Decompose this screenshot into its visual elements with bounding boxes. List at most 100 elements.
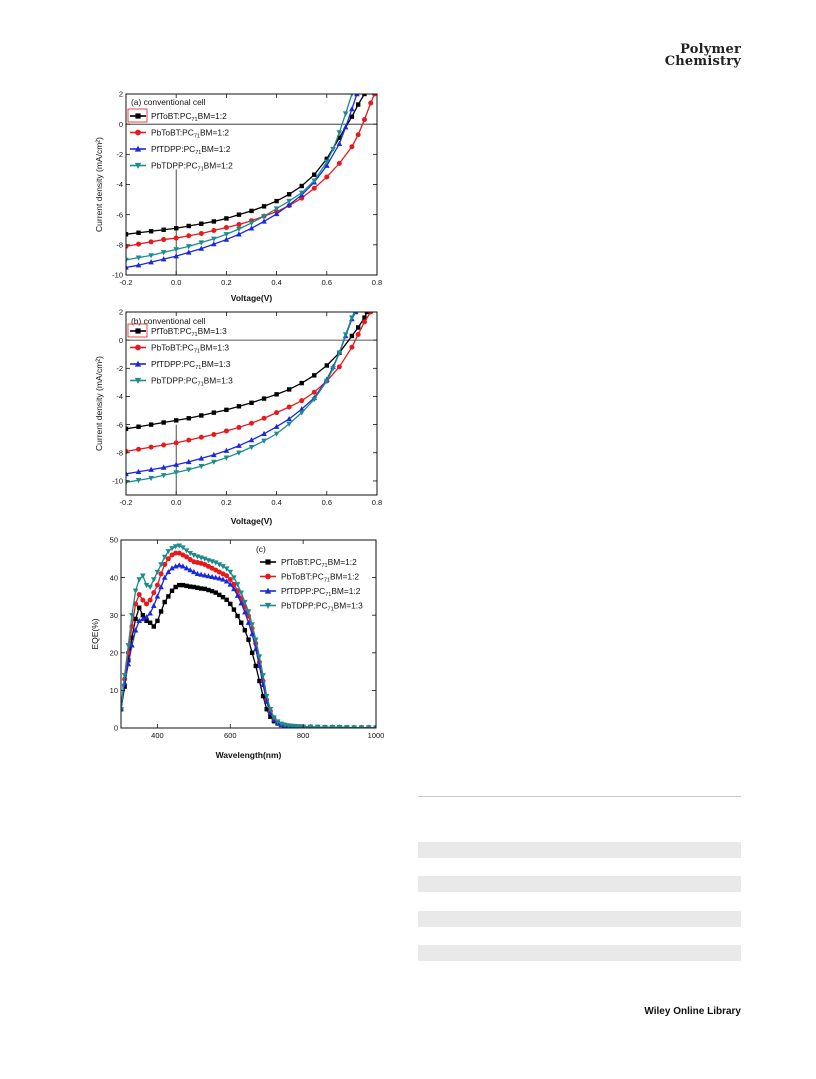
data-point bbox=[330, 146, 336, 153]
data-point bbox=[261, 415, 267, 421]
data-point bbox=[191, 584, 197, 590]
data-point bbox=[223, 578, 230, 584]
data-point bbox=[129, 642, 135, 648]
legend-label: PfTDPP:PC71BM=1:3 bbox=[151, 359, 231, 371]
table-stripe-row bbox=[418, 842, 741, 858]
data-point bbox=[355, 102, 361, 107]
y-tick-label: 50 bbox=[110, 536, 118, 545]
data-point bbox=[286, 387, 292, 392]
data-point bbox=[125, 661, 132, 667]
data-point bbox=[336, 725, 343, 728]
data-point bbox=[126, 426, 129, 432]
data-point bbox=[161, 554, 168, 560]
data-point bbox=[322, 725, 328, 728]
data-point bbox=[165, 549, 172, 555]
data-point bbox=[198, 571, 204, 577]
data-point bbox=[234, 582, 241, 588]
data-point bbox=[238, 590, 245, 596]
y-tick-label: 20 bbox=[110, 649, 118, 658]
data-point bbox=[350, 94, 354, 97]
data-point bbox=[368, 312, 374, 315]
data-point bbox=[132, 627, 139, 633]
data-point bbox=[169, 546, 175, 552]
data-point bbox=[236, 231, 242, 237]
data-point bbox=[151, 590, 157, 596]
data-point bbox=[261, 438, 267, 444]
data-point bbox=[264, 587, 272, 594]
data-point bbox=[136, 241, 142, 247]
data-point bbox=[238, 600, 245, 606]
series bbox=[126, 312, 374, 454]
data-point bbox=[312, 172, 317, 177]
data-point bbox=[186, 223, 191, 229]
data-point bbox=[236, 450, 242, 456]
data-point bbox=[187, 567, 194, 573]
data-point bbox=[134, 360, 142, 367]
data-point bbox=[165, 568, 172, 575]
data-point bbox=[273, 206, 280, 212]
data-point bbox=[223, 232, 230, 238]
series-line bbox=[126, 312, 372, 453]
series bbox=[126, 312, 370, 432]
x-tick-label: 0.6 bbox=[322, 498, 332, 507]
data-point bbox=[307, 724, 314, 728]
data-point bbox=[324, 363, 329, 368]
data-point bbox=[311, 397, 318, 403]
data-point bbox=[261, 396, 267, 401]
data-point bbox=[187, 557, 193, 563]
data-point bbox=[126, 658, 131, 663]
data-point bbox=[355, 132, 361, 138]
data-point bbox=[224, 216, 229, 221]
data-point bbox=[134, 145, 142, 152]
data-point bbox=[198, 245, 205, 251]
data-point bbox=[148, 229, 154, 234]
data-point bbox=[267, 707, 274, 713]
data-point bbox=[198, 463, 205, 470]
data-point bbox=[129, 613, 135, 619]
data-point bbox=[274, 392, 279, 397]
y-tick-label: 0 bbox=[119, 120, 123, 129]
data-point bbox=[211, 219, 217, 224]
series-line bbox=[126, 312, 368, 430]
data-point bbox=[161, 442, 167, 448]
data-point bbox=[223, 236, 230, 242]
data-point bbox=[263, 693, 270, 700]
y-tick-label: 2 bbox=[119, 308, 123, 317]
data-point bbox=[209, 573, 215, 580]
data-point bbox=[143, 582, 150, 589]
jv-chart-b: -0.2 0.0 0.2 0.4 0.6 0.8 2 0 -2 -4 -6 -8 -10 Voltage(… bbox=[94, 308, 382, 526]
legend-label: PfTDPP:PC71BM=1:2 bbox=[151, 144, 231, 156]
data-point bbox=[165, 556, 171, 562]
data-point bbox=[223, 428, 229, 434]
data-point bbox=[361, 117, 367, 123]
data-point bbox=[336, 350, 343, 356]
data-point bbox=[143, 614, 150, 620]
data-point bbox=[147, 610, 153, 616]
data-point bbox=[342, 332, 349, 338]
data-point bbox=[147, 620, 153, 625]
data-point bbox=[349, 114, 355, 119]
data-point bbox=[223, 224, 229, 230]
chart-panel-c: 400 600 800 1000 50 40 30 20 10 0 Wavelength(nm) EQ… bbox=[90, 532, 390, 764]
table-stripe-row bbox=[418, 945, 741, 961]
footer-wiley-online-library: Wiley Online Library bbox=[644, 1006, 741, 1017]
data-point bbox=[242, 628, 248, 633]
data-point bbox=[268, 714, 273, 719]
legend-label: PbTDPP:PC71BM=1:3 bbox=[281, 601, 363, 613]
data-point bbox=[253, 663, 258, 669]
data-point bbox=[173, 584, 178, 590]
series bbox=[126, 94, 354, 263]
data-point bbox=[183, 548, 190, 554]
data-point bbox=[148, 466, 154, 472]
data-point bbox=[198, 586, 204, 591]
data-point bbox=[173, 235, 179, 241]
data-point bbox=[220, 576, 226, 582]
data-point bbox=[265, 559, 271, 565]
data-point bbox=[298, 190, 305, 196]
y-tick-label: -8 bbox=[116, 448, 123, 457]
legend-label: PbToBT:PC71BM=1:2 bbox=[281, 572, 359, 584]
data-point bbox=[245, 609, 252, 615]
data-point bbox=[261, 204, 267, 209]
y-tick-label: -6 bbox=[116, 420, 123, 429]
legend-label: PfToBT:PC71BM=1:2 bbox=[281, 557, 357, 569]
